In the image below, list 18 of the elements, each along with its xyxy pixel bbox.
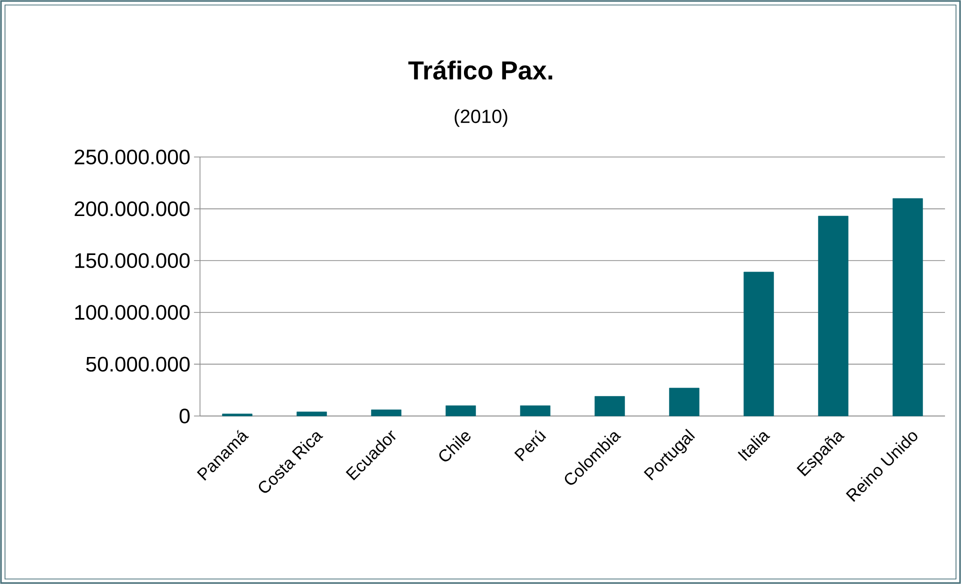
bar xyxy=(594,396,625,416)
bar xyxy=(371,410,402,416)
bar xyxy=(446,405,476,416)
y-tick-label: 100.000.000 xyxy=(75,304,190,320)
y-tick-label: 150.000.000 xyxy=(75,253,190,268)
bar xyxy=(744,272,774,416)
bar xyxy=(520,405,550,416)
y-tick-label: 200.000.000 xyxy=(74,201,190,216)
bar xyxy=(296,412,327,416)
chart-subtitle: (2010) xyxy=(454,109,508,127)
bar xyxy=(892,198,923,416)
bar xyxy=(669,388,700,416)
y-tick-label: 0 xyxy=(180,408,190,424)
y-tick-label: 250.000.000 xyxy=(74,150,190,164)
y-tick-label: 50.000.000 xyxy=(86,356,190,372)
bar xyxy=(818,216,848,416)
chart-title: Tráfico Pax. xyxy=(408,60,552,80)
bar xyxy=(222,414,252,416)
